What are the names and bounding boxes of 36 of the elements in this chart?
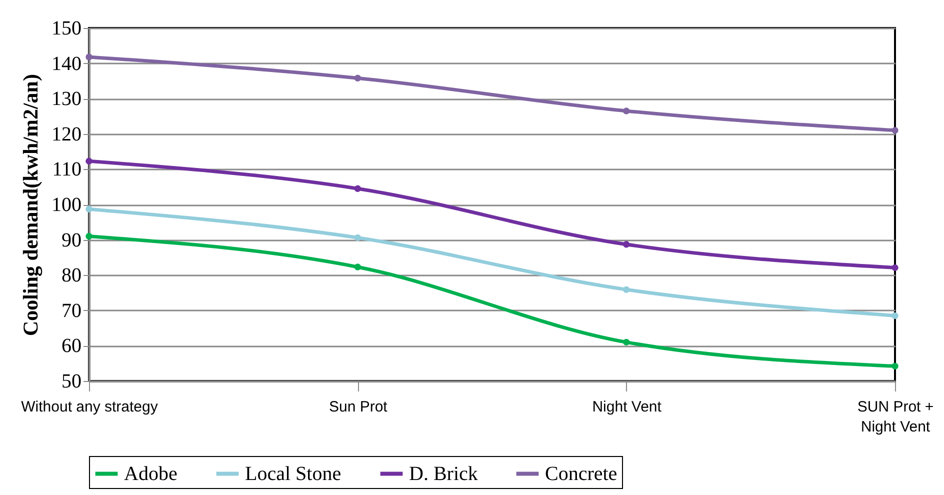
y-tick-label: 70	[62, 300, 82, 322]
y-tick-label: 150	[52, 18, 82, 40]
point	[86, 206, 92, 212]
y-tick-label: 130	[52, 88, 82, 110]
y-tick-label: 110	[52, 158, 82, 181]
legend-label: Adobe	[124, 462, 178, 485]
y-axis-title: Cooling demand(kwh/m2/an)	[18, 74, 42, 336]
x-tick-label: Sun Prot	[328, 398, 388, 416]
point	[354, 74, 362, 82]
y-tick-label: 50	[62, 370, 82, 392]
y-tick-label: 80	[62, 264, 82, 287]
point	[892, 362, 898, 370]
x-tick-label: SUN Prot + Night Vent	[857, 398, 934, 436]
point	[892, 312, 898, 320]
x-tick-label: Night Vent	[592, 398, 662, 416]
point	[354, 234, 362, 242]
point	[354, 185, 362, 192]
y-tick-label: 120	[52, 123, 82, 146]
legend-label: Concrete	[545, 462, 618, 485]
point	[622, 286, 630, 293]
x-tick-label: Without any strategy	[21, 398, 158, 416]
point	[86, 232, 92, 240]
y-tick-label: 90	[62, 229, 82, 252]
point	[622, 241, 630, 248]
point	[622, 108, 630, 114]
point	[622, 338, 630, 346]
point	[892, 127, 898, 134]
point	[86, 158, 92, 164]
y-tick-label: 60	[62, 335, 82, 358]
legend-label: D. Brick	[409, 462, 478, 485]
point	[354, 264, 362, 270]
legend-label: Local Stone	[245, 462, 342, 485]
y-tick-label: 100	[52, 194, 82, 216]
y-tick-label: 140	[52, 52, 82, 75]
point	[86, 54, 92, 60]
point	[892, 264, 898, 272]
